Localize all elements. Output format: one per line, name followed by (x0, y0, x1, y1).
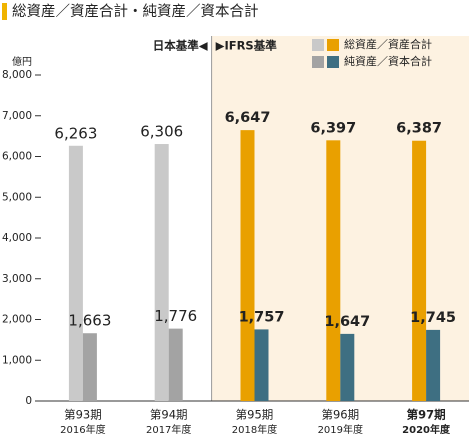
title-marker (2, 3, 7, 20)
y-tick-label: 6,000 (2, 151, 32, 163)
value-label: 6,263 (54, 124, 97, 142)
bar (340, 333, 355, 401)
y-tick-label: 7,000 (2, 110, 32, 122)
legend-swatch (312, 39, 324, 51)
legend-label: 純資産／資本合計 (344, 54, 432, 68)
value-label: 1,663 (68, 312, 111, 330)
legend-swatch (312, 56, 324, 68)
bar (426, 329, 441, 401)
annotation: 日本基準◀ (153, 39, 208, 53)
bar (82, 333, 97, 401)
y-tick-label: 1,000 (2, 354, 32, 366)
x-tick-sublabel: 2020年度 (402, 423, 451, 436)
x-tick-label: 第94期 (150, 408, 188, 422)
y-tick-label: 3,000 (2, 273, 32, 285)
value-label: 6,306 (140, 123, 183, 141)
legend-label: 総資産／資産合計 (344, 37, 432, 51)
y-tick-label: 0 (25, 395, 32, 407)
value-label: 6,397 (310, 120, 356, 136)
legend-swatch (327, 39, 339, 51)
bar (412, 140, 427, 402)
bar (154, 144, 169, 401)
bar (254, 329, 269, 401)
y-tick-label: 5,000 (2, 191, 32, 203)
legend-swatch (327, 56, 339, 68)
bar (168, 328, 183, 401)
x-tick-label: 第96期 (321, 408, 359, 422)
chart-title: 総資産／資産合計・純資産／資本合計 (12, 3, 259, 20)
value-label: 1,757 (239, 309, 285, 325)
x-tick-label: 第93期 (64, 408, 102, 422)
y-tick-label: 2,000 (2, 314, 32, 326)
value-label: 1,745 (410, 310, 456, 326)
value-label: 1,776 (154, 307, 197, 325)
x-tick-sublabel: 2018年度 (232, 423, 277, 436)
x-tick-sublabel: 2019年度 (318, 423, 363, 436)
bar (326, 140, 341, 401)
x-tick-sublabel: 2016年度 (60, 423, 105, 436)
value-label: 6,647 (225, 110, 271, 126)
y-tick-label: 4,000 (2, 232, 32, 244)
y-axis-label: 億円 (12, 55, 32, 68)
x-tick-sublabel: 2017年度 (146, 423, 191, 436)
annotation: ▶IFRS基準 (216, 39, 278, 53)
x-tick-label: 第95期 (236, 408, 274, 422)
x-tick-label: 第97期 (407, 408, 446, 422)
value-label: 6,387 (396, 121, 442, 137)
bar (68, 145, 83, 401)
y-tick-label: 8,000 (2, 69, 32, 81)
value-label: 1,647 (324, 314, 370, 330)
bar (240, 130, 255, 401)
